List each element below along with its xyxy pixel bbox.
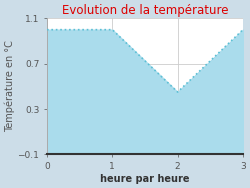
Title: Evolution de la température: Evolution de la température	[62, 4, 228, 17]
X-axis label: heure par heure: heure par heure	[100, 174, 190, 184]
Y-axis label: Température en °C: Température en °C	[4, 40, 15, 132]
